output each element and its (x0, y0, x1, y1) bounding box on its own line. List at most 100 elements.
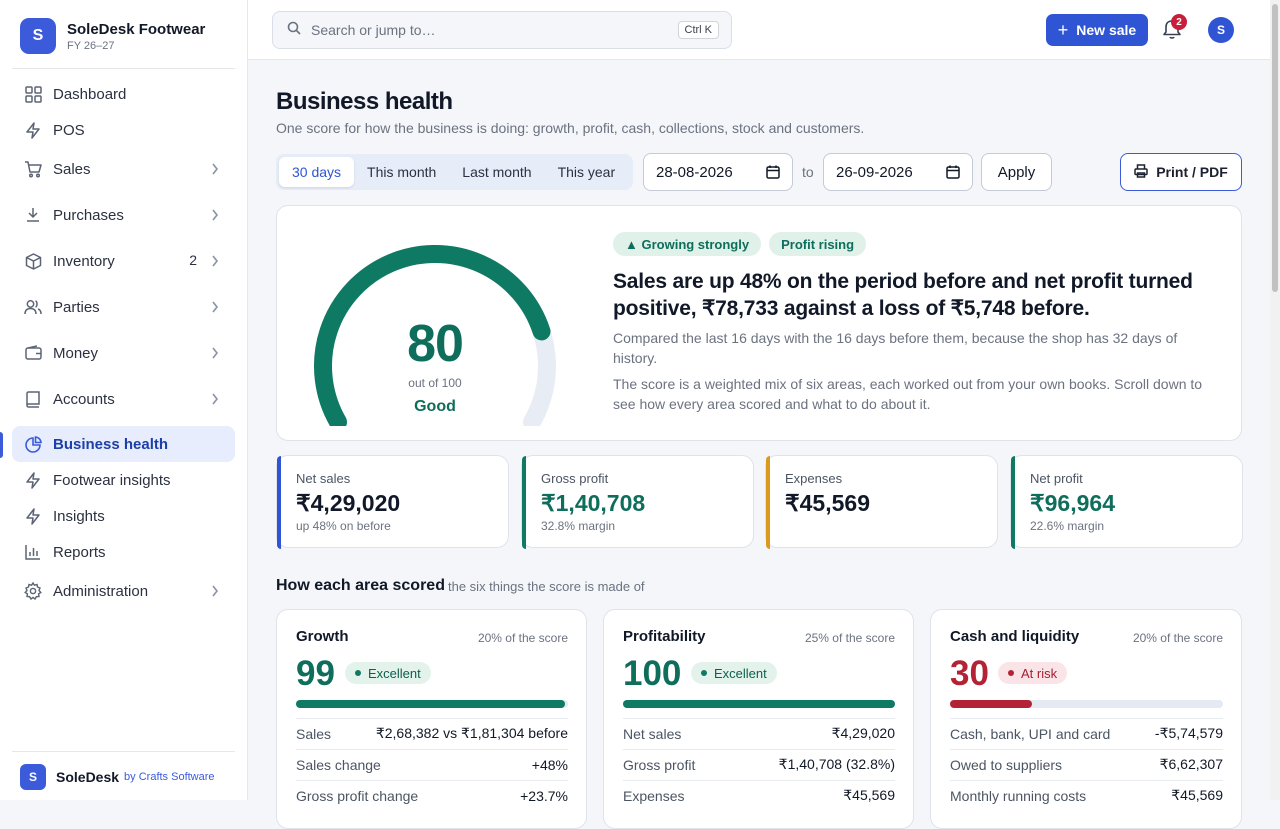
health-summary-card: 80 out of 100 Good ▲ Growing strongly Pr… (276, 205, 1242, 441)
brand-logo: S (20, 18, 56, 54)
kpi-subtext: 22.6% margin (1030, 519, 1105, 533)
metric-label: Expenses (623, 787, 685, 804)
main-content: Business health One score for how the bu… (276, 60, 1243, 829)
kpi-subtext: up 48% on before (296, 519, 391, 533)
area-card-growth: Growth 20% of the score 99 Excellent Sal… (276, 609, 587, 829)
metric-value: -₹5,74,579 (1154, 725, 1223, 741)
sidebar-item-reports[interactable]: Reports (12, 534, 235, 570)
growth-badge: ▲ Growing strongly (613, 232, 762, 256)
metric-value: +48% (531, 756, 568, 773)
footer-vendor-link[interactable]: by Crafts Software (124, 771, 215, 783)
range-30-days[interactable]: 30 days (279, 157, 355, 187)
area-metric-row: Sales change +48% (296, 749, 568, 779)
search-input[interactable]: Search or jump to… Ctrl K (272, 11, 732, 49)
lightning-icon (24, 507, 42, 525)
active-indicator (0, 432, 3, 458)
date-range-separator: to (802, 164, 814, 180)
sidebar-item-label: Money (53, 344, 99, 362)
area-score: 100 (623, 654, 682, 693)
sidebar-item-purchases[interactable]: Purchases (12, 197, 235, 233)
metric-value: ₹45,569 (1171, 787, 1223, 803)
metric-label: Gross profit (623, 756, 696, 773)
range-this-month[interactable]: This month (367, 164, 437, 180)
status-badges: ▲ Growing strongly Profit rising (613, 232, 874, 256)
footer-logo: S (20, 764, 46, 790)
plus-icon: + (1057, 19, 1069, 40)
grid-icon (24, 85, 42, 103)
area-status-pill: Excellent (691, 662, 777, 684)
area-metric-row: Net sales ₹4,29,020 (623, 718, 895, 748)
sidebar-item-footwear-insights[interactable]: Footwear insights (12, 462, 235, 498)
area-name: Profitability (623, 628, 706, 645)
sidebar-item-insights[interactable]: Insights (12, 498, 235, 534)
new-sale-button[interactable]: + New sale (1046, 14, 1148, 46)
area-metric-row: Monthly running costs ₹45,569 (950, 780, 1223, 810)
area-metric-row: Expenses ₹45,569 (623, 780, 895, 810)
fiscal-year: FY 26–27 (67, 39, 115, 52)
kpi-accent-bar (766, 456, 770, 549)
kpi-label: Net profit (1030, 471, 1083, 486)
chevron-right-icon (211, 584, 219, 601)
page-scrollbar[interactable] (1270, 0, 1280, 800)
kpi-accent-bar (522, 456, 526, 549)
metric-label: Monthly running costs (950, 787, 1087, 804)
status-dot (701, 670, 707, 676)
area-metric-row: Gross profit change +23.7% (296, 780, 568, 810)
search-placeholder: Search or jump to… (311, 22, 436, 38)
notification-count-badge: 2 (1171, 14, 1187, 30)
user-avatar[interactable]: S (1208, 17, 1234, 43)
sidebar: S SoleDesk Footwear FY 26–27 Dashboard P… (0, 0, 248, 800)
sidebar-item-dashboard[interactable]: Dashboard (12, 76, 235, 112)
sidebar-item-money[interactable]: Money (12, 335, 235, 371)
sidebar-item-label: Administration (53, 582, 149, 600)
metric-label: Owed to suppliers (950, 756, 1063, 773)
sidebar-item-label: Dashboard (53, 85, 127, 103)
area-status: Excellent (368, 665, 421, 681)
date-from-input[interactable]: 28-08-2026 (643, 153, 793, 191)
lightning-icon (24, 471, 42, 489)
sidebar-item-label: Footwear insights (53, 471, 171, 489)
score-scale: out of 100 (408, 376, 462, 390)
print-label: Print / PDF (1156, 164, 1228, 180)
date-to-value: 26-09-2026 (836, 163, 913, 181)
kpi-card-net-profit: Net profit ₹96,964 22.6% margin (1010, 455, 1243, 549)
date-to-input[interactable]: 26-09-2026 (823, 153, 973, 191)
pie-chart-icon (24, 435, 42, 453)
area-card-cash-liquidity: Cash and liquidity 20% of the score 30 A… (930, 609, 1242, 829)
scrollbar-thumb[interactable] (1272, 4, 1278, 292)
metric-value: ₹6,62,307 (1159, 756, 1223, 772)
brand-name: SoleDesk Footwear (67, 20, 206, 38)
sidebar-item-pos[interactable]: POS (12, 112, 235, 148)
status-dot (355, 670, 361, 676)
apply-button[interactable]: Apply (981, 153, 1052, 191)
search-icon (287, 21, 301, 40)
kpi-accent-bar (1011, 456, 1015, 549)
download-icon (24, 206, 42, 224)
calendar-icon[interactable] (946, 165, 960, 183)
range-selector: 30 days This month Last month This year (276, 154, 633, 190)
range-last-month[interactable]: Last month (462, 164, 532, 180)
sidebar-item-parties[interactable]: Parties (12, 289, 235, 325)
profit-badge: Profit rising (769, 232, 867, 256)
sidebar-item-label: Business health (53, 435, 169, 453)
users-icon (24, 298, 42, 316)
range-this-year[interactable]: This year (557, 164, 616, 180)
book-icon (24, 390, 42, 408)
metric-label: Sales change (296, 756, 381, 773)
kpi-subtext: 32.8% margin (541, 519, 616, 533)
kpi-label: Gross profit (541, 471, 609, 486)
box-icon (24, 252, 42, 270)
sidebar-item-accounts[interactable]: Accounts (12, 381, 235, 417)
calendar-icon[interactable] (766, 165, 780, 183)
print-pdf-button[interactable]: Print / PDF (1120, 153, 1242, 191)
sidebar-item-business-health[interactable]: Business health (12, 426, 235, 462)
date-from-value: 28-08-2026 (656, 163, 733, 181)
sidebar-item-sales[interactable]: Sales (12, 151, 235, 187)
sidebar-item-inventory[interactable]: Inventory 2 (12, 243, 235, 279)
brand[interactable]: S SoleDesk Footwear FY 26–27 (20, 18, 205, 54)
area-score-track (623, 700, 895, 708)
divider (12, 68, 235, 69)
metric-value: ₹45,569 (843, 787, 895, 803)
kpi-value: ₹4,29,020 (296, 490, 401, 516)
sidebar-item-administration[interactable]: Administration (12, 573, 235, 609)
